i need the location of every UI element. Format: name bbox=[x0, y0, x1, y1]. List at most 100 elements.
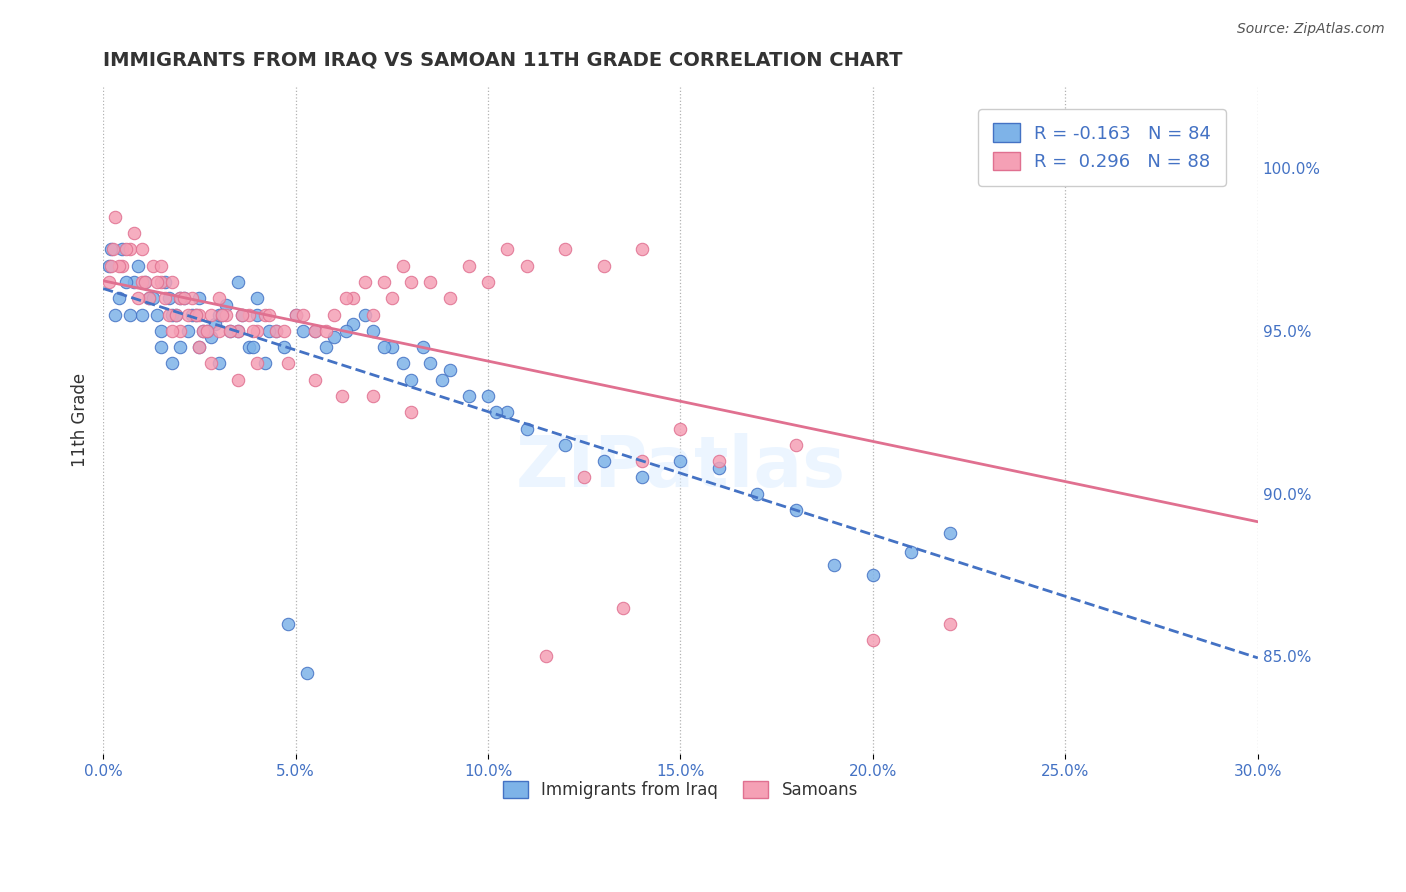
Point bbox=[195, 324, 218, 338]
Point bbox=[304, 324, 326, 338]
Point bbox=[100, 259, 122, 273]
Point bbox=[707, 460, 730, 475]
Point bbox=[284, 308, 307, 322]
Point bbox=[485, 405, 508, 419]
Point bbox=[226, 275, 249, 289]
Point bbox=[242, 324, 264, 338]
Point bbox=[207, 291, 229, 305]
Point bbox=[335, 291, 357, 305]
Point bbox=[554, 438, 576, 452]
Point bbox=[215, 298, 238, 312]
Point bbox=[169, 291, 191, 305]
Point bbox=[162, 356, 184, 370]
Point bbox=[188, 291, 211, 305]
Point bbox=[104, 210, 127, 224]
Point bbox=[477, 389, 499, 403]
Point bbox=[242, 340, 264, 354]
Point bbox=[107, 259, 129, 273]
Point bbox=[122, 226, 145, 240]
Point bbox=[146, 275, 169, 289]
Point bbox=[554, 243, 576, 257]
Point bbox=[361, 308, 384, 322]
Point bbox=[266, 324, 288, 338]
Point bbox=[188, 340, 211, 354]
Point bbox=[295, 665, 318, 680]
Point bbox=[631, 243, 654, 257]
Point bbox=[134, 275, 156, 289]
Point bbox=[131, 243, 153, 257]
Point bbox=[138, 291, 160, 305]
Point bbox=[669, 454, 692, 468]
Point bbox=[180, 291, 202, 305]
Point bbox=[193, 324, 215, 338]
Point bbox=[200, 356, 222, 370]
Point bbox=[207, 308, 229, 322]
Point bbox=[111, 243, 134, 257]
Point bbox=[142, 291, 165, 305]
Point bbox=[97, 275, 120, 289]
Point bbox=[707, 454, 730, 468]
Point bbox=[115, 243, 138, 257]
Point bbox=[342, 318, 364, 332]
Point bbox=[188, 340, 211, 354]
Point bbox=[107, 291, 129, 305]
Point bbox=[330, 389, 353, 403]
Point bbox=[373, 340, 395, 354]
Point bbox=[342, 291, 364, 305]
Point bbox=[361, 324, 384, 338]
Point bbox=[142, 259, 165, 273]
Point bbox=[439, 363, 461, 377]
Point bbox=[1054, 161, 1077, 175]
Point bbox=[215, 308, 238, 322]
Point bbox=[157, 291, 180, 305]
Point bbox=[115, 275, 138, 289]
Point bbox=[392, 259, 415, 273]
Point bbox=[257, 324, 280, 338]
Point bbox=[238, 308, 260, 322]
Text: ZIPatlas: ZIPatlas bbox=[516, 433, 845, 501]
Point bbox=[253, 308, 276, 322]
Point bbox=[515, 421, 537, 435]
Point bbox=[219, 324, 242, 338]
Point bbox=[277, 356, 299, 370]
Point bbox=[457, 259, 479, 273]
Point bbox=[592, 454, 614, 468]
Point bbox=[631, 454, 654, 468]
Point bbox=[515, 259, 537, 273]
Point bbox=[195, 324, 218, 338]
Point bbox=[149, 259, 172, 273]
Point bbox=[131, 308, 153, 322]
Point bbox=[323, 330, 346, 344]
Point bbox=[900, 545, 922, 559]
Point bbox=[785, 438, 807, 452]
Point bbox=[193, 324, 215, 338]
Point bbox=[153, 291, 176, 305]
Point bbox=[612, 600, 634, 615]
Point bbox=[162, 324, 184, 338]
Point bbox=[211, 308, 233, 322]
Point bbox=[939, 616, 962, 631]
Point bbox=[381, 340, 404, 354]
Legend: Immigrants from Iraq, Samoans: Immigrants from Iraq, Samoans bbox=[489, 768, 872, 813]
Point bbox=[631, 470, 654, 484]
Point bbox=[204, 318, 226, 332]
Point bbox=[273, 340, 295, 354]
Point bbox=[131, 275, 153, 289]
Point bbox=[177, 324, 200, 338]
Point bbox=[361, 389, 384, 403]
Point bbox=[399, 275, 422, 289]
Point bbox=[399, 373, 422, 387]
Point bbox=[165, 308, 187, 322]
Point bbox=[266, 324, 288, 338]
Point bbox=[200, 308, 222, 322]
Point bbox=[211, 308, 233, 322]
Point bbox=[253, 356, 276, 370]
Point bbox=[226, 324, 249, 338]
Point bbox=[111, 259, 134, 273]
Point bbox=[169, 324, 191, 338]
Point bbox=[284, 308, 307, 322]
Point bbox=[153, 275, 176, 289]
Point bbox=[335, 324, 357, 338]
Point bbox=[149, 340, 172, 354]
Point bbox=[315, 340, 337, 354]
